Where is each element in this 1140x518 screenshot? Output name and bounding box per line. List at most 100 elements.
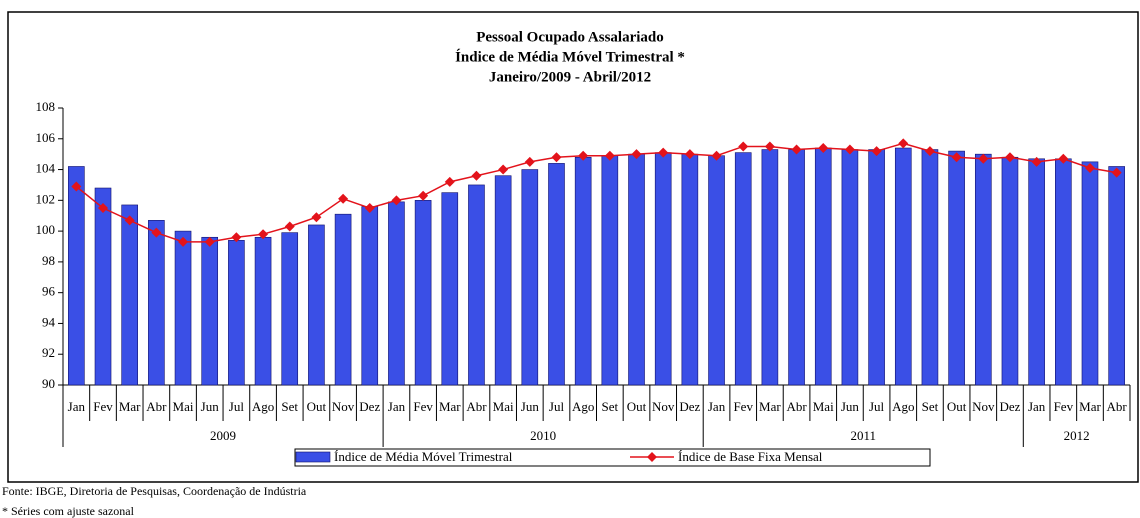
x-tick-label: Fev — [733, 399, 753, 414]
line-marker — [151, 227, 162, 238]
bar — [334, 213, 352, 386]
line-marker — [391, 195, 402, 206]
line-marker — [1111, 167, 1122, 178]
line-marker — [178, 236, 189, 247]
line-marker — [631, 149, 642, 160]
legend-box — [294, 448, 931, 467]
y-tick-label: 92 — [42, 345, 55, 360]
line — [75, 142, 1117, 243]
bar — [1108, 166, 1125, 386]
x-tick-label: Out — [627, 399, 647, 414]
legend-marker — [647, 452, 657, 462]
x-tick-label: Abr — [786, 399, 807, 414]
y-tick-label: 90 — [42, 376, 55, 391]
bar — [148, 220, 165, 386]
x-tick-label: Mar — [1079, 399, 1101, 414]
x-tick-label: Mai — [493, 399, 514, 414]
bar — [1001, 156, 1019, 386]
line-marker — [204, 236, 215, 247]
y-tick-label: 104 — [36, 161, 56, 176]
x-tick-label: Ago — [572, 399, 594, 414]
line-marker — [551, 152, 562, 163]
x-tick-label: Out — [307, 399, 327, 414]
line-marker — [311, 212, 322, 223]
x-tick-label: Set — [602, 399, 619, 414]
bar — [761, 149, 779, 386]
x-tick-label: Dez — [999, 399, 1020, 414]
year-label: 2012 — [1064, 428, 1090, 443]
line-marker — [604, 150, 615, 161]
bar — [1055, 158, 1072, 386]
line-marker — [658, 147, 669, 158]
y-tick-label: 100 — [36, 222, 56, 237]
year-label: 2009 — [210, 428, 236, 443]
legend-label: Índice de Média Móvel Trimestral — [334, 449, 513, 464]
legend-swatch — [295, 451, 331, 463]
x-tick-label: Jan — [708, 399, 726, 414]
bar — [361, 206, 379, 386]
x-tick-label: Nov — [652, 399, 675, 414]
bar — [494, 175, 512, 386]
x-tick-label: Set — [922, 399, 939, 414]
x-tick-label: Ago — [252, 399, 274, 414]
line-marker — [684, 149, 695, 160]
bar — [468, 184, 485, 386]
line-marker — [924, 146, 935, 157]
x-tick-label: Jun — [521, 399, 540, 414]
line-marker — [844, 144, 855, 155]
line-marker — [818, 143, 829, 154]
bar — [654, 152, 672, 386]
legend-label: Índice de Base Fixa Mensal — [678, 449, 823, 464]
line-marker — [444, 176, 455, 187]
bar — [201, 236, 219, 386]
line-marker — [898, 138, 909, 149]
x-tick-label: Abr — [1107, 399, 1128, 414]
bar — [281, 232, 299, 386]
year-label: 2011 — [850, 428, 876, 443]
line-marker — [71, 181, 82, 192]
x-tick-label: Mai — [173, 399, 194, 414]
y-tick-label: 96 — [42, 284, 56, 299]
bar — [441, 192, 459, 386]
bar — [601, 155, 619, 386]
x-tick-label: Jan — [68, 399, 86, 414]
bar — [174, 230, 192, 386]
x-tick-label: Abr — [146, 399, 167, 414]
line-marker — [738, 141, 749, 152]
bar — [94, 187, 112, 386]
bar — [1028, 158, 1045, 386]
x-tick-label: Jan — [1028, 399, 1046, 414]
y-tick-label: 94 — [42, 314, 56, 329]
x-tick-label: Fev — [1054, 399, 1074, 414]
bar — [788, 149, 805, 386]
line-marker — [418, 190, 429, 201]
x-tick-label: Fev — [93, 399, 113, 414]
line-marker — [764, 141, 775, 152]
line-marker — [258, 229, 269, 240]
line-marker — [524, 156, 535, 167]
x-tick-label: Mai — [813, 399, 834, 414]
bar — [868, 149, 885, 386]
source-note: Fonte: IBGE, Diretoria de Pesquisas, Coo… — [2, 484, 307, 498]
line-marker — [284, 221, 295, 232]
line-marker — [498, 164, 509, 175]
y-tick-label: 106 — [36, 130, 56, 145]
bar — [574, 156, 592, 386]
x-tick-label: Dez — [679, 399, 700, 414]
x-tick-label: Ago — [892, 399, 914, 414]
line-marker — [231, 232, 242, 243]
bar — [628, 153, 645, 386]
bar — [121, 204, 138, 386]
bar — [548, 163, 565, 386]
line-marker — [711, 150, 722, 161]
x-tick-label: Mar — [439, 399, 461, 414]
x-tick-label: Jul — [549, 399, 565, 414]
bar — [921, 149, 939, 386]
bar — [708, 155, 725, 386]
line-marker — [338, 193, 349, 204]
bar — [521, 169, 539, 386]
bar — [734, 152, 752, 386]
bar — [254, 236, 272, 386]
